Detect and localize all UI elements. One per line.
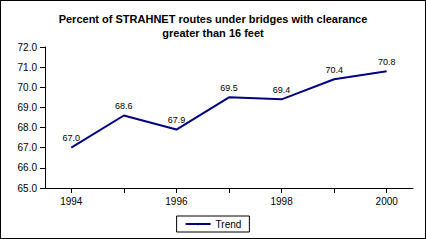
svg-text:69.5: 69.5 (220, 83, 238, 93)
svg-text:greater than 16 feet: greater than 16 feet (162, 27, 264, 39)
svg-text:68.6: 68.6 (115, 101, 133, 111)
svg-text:67.0: 67.0 (63, 133, 81, 143)
svg-text:1998: 1998 (270, 196, 293, 207)
svg-text:Trend: Trend (216, 219, 242, 230)
svg-text:67.0: 67.0 (18, 142, 38, 153)
svg-text:71.0: 71.0 (18, 62, 38, 73)
svg-text:67.9: 67.9 (168, 115, 186, 125)
svg-text:70.4: 70.4 (325, 65, 343, 75)
svg-text:69.0: 69.0 (18, 102, 38, 113)
svg-text:1996: 1996 (165, 196, 188, 207)
svg-text:72.0: 72.0 (18, 42, 38, 53)
svg-text:68.0: 68.0 (18, 122, 38, 133)
svg-text:69.4: 69.4 (273, 85, 291, 95)
svg-text:Percent of STRAHNET routes und: Percent of STRAHNET routes under bridges… (59, 13, 368, 25)
svg-text:70.0: 70.0 (18, 82, 38, 93)
svg-text:2000: 2000 (376, 196, 399, 207)
svg-text:65.0: 65.0 (18, 183, 38, 194)
svg-text:1994: 1994 (60, 196, 83, 207)
svg-text:70.8: 70.8 (378, 57, 396, 67)
svg-text:66.0: 66.0 (18, 162, 38, 173)
